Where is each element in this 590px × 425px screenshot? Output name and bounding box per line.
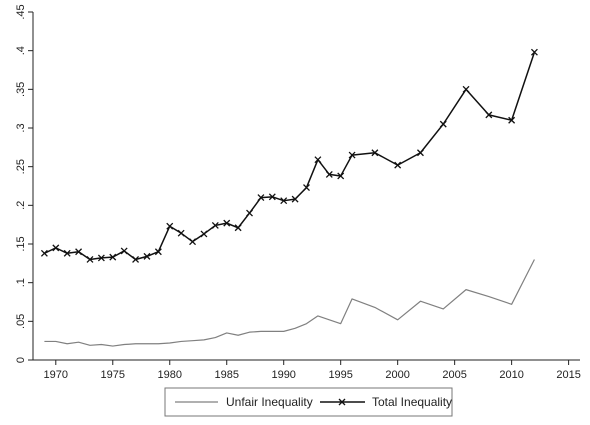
data-point	[143, 252, 151, 260]
y-tick-label: .25	[15, 159, 27, 174]
x-tick-label: 1980	[158, 369, 182, 381]
data-point	[86, 256, 94, 263]
y-tick-label: .2	[15, 201, 27, 210]
series-line	[44, 259, 535, 347]
data-point	[394, 161, 402, 169]
y-tick-label: .4	[15, 46, 27, 55]
data-point	[120, 247, 128, 255]
data-point	[337, 172, 345, 180]
x-tick-label: 1995	[328, 369, 352, 381]
x-tick-label: 1975	[101, 369, 125, 381]
data-point	[280, 197, 288, 205]
data-point	[325, 170, 333, 178]
y-tick-label: .15	[15, 236, 27, 251]
data-point	[485, 111, 493, 119]
y-tick-label: 0	[15, 357, 27, 363]
data-point	[462, 85, 470, 93]
data-point	[348, 151, 356, 159]
legend: Unfair Inequality Total Inequality	[164, 387, 453, 417]
data-point	[508, 116, 516, 124]
x-tick-label: 2005	[442, 369, 466, 381]
data-point	[268, 193, 276, 201]
data-point	[291, 195, 299, 203]
data-point	[177, 229, 185, 237]
data-point	[200, 230, 208, 238]
data-point	[439, 120, 447, 128]
data-point	[189, 238, 197, 246]
data-point	[97, 254, 105, 262]
data-point	[154, 248, 162, 256]
data-point	[132, 256, 140, 263]
series-total-inequality	[40, 48, 538, 263]
data-point	[223, 219, 231, 227]
data-point	[40, 249, 48, 257]
x-tick-label: 1970	[44, 369, 68, 381]
data-point	[257, 194, 265, 202]
series-line	[44, 51, 536, 261]
x-tick-label: 1985	[214, 369, 238, 381]
data-point	[234, 224, 242, 232]
data-point	[109, 253, 117, 261]
data-point	[303, 184, 310, 192]
data-point	[530, 48, 538, 56]
data-point	[52, 244, 60, 252]
data-point	[314, 156, 322, 164]
y-tick-label: .05	[15, 314, 27, 329]
legend-marker-total	[338, 398, 346, 406]
y-tick-label: .35	[15, 82, 27, 97]
x-tick-label: 2015	[556, 369, 580, 381]
data-point	[416, 149, 424, 157]
y-tick-label: .3	[15, 123, 27, 132]
legend-label-total: Total Inequality	[372, 395, 452, 409]
legend-label-unfair: Unfair Inequality	[226, 395, 313, 409]
y-tick-label: .45	[15, 4, 27, 19]
axes: 0 .05 .1 .15 .2 .25 .3 .35 .4 .45 1970 1975 1980 1985…	[15, 4, 581, 381]
data-point	[371, 149, 379, 157]
series-unfair-inequality	[44, 259, 535, 347]
x-tick-label: 2000	[385, 369, 409, 381]
data-point	[63, 249, 71, 257]
x-tick-label: 1990	[271, 369, 295, 381]
x-tick-label: 2010	[499, 369, 523, 381]
data-point	[166, 222, 174, 230]
data-point	[246, 209, 253, 217]
y-tick-label: .1	[15, 278, 27, 287]
data-point	[75, 248, 83, 256]
series-layer	[40, 48, 538, 347]
data-point	[211, 221, 219, 229]
